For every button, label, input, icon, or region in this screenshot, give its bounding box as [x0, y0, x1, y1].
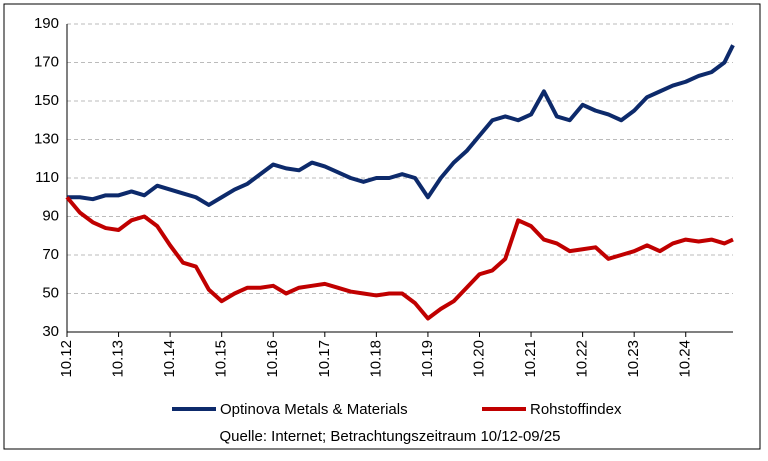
x-tick-label: 10.17 [316, 340, 333, 378]
x-tick-label: 10.16 [264, 340, 281, 378]
x-tick-label: 10.22 [574, 340, 591, 378]
x-tick-label: 10.14 [161, 340, 178, 378]
series-line [67, 44, 735, 207]
y-tick-label: 50 [42, 284, 59, 301]
x-tick-label: 10.15 [213, 340, 230, 378]
y-tick-label: 90 [42, 207, 59, 224]
y-tick-label: 150 [34, 92, 59, 109]
source: Quelle: Internet; Betrachtungszeitraum 1… [219, 428, 560, 445]
y-tick-label: 190 [34, 15, 59, 32]
y-tick-label: 70 [42, 246, 59, 263]
y-tick-label: 110 [35, 169, 59, 186]
y-tick-label: 170 [34, 53, 59, 70]
x-tick-label: 10.19 [419, 340, 436, 378]
series-line [65, 195, 734, 321]
legend-label: Rohstoffindex [530, 401, 622, 418]
x-tick-label: 10.20 [470, 340, 487, 378]
x-tick-label: 10.21 [522, 340, 539, 378]
frame [3, 3, 761, 450]
x-tick-label: 10.23 [625, 340, 642, 378]
y-tick-label: 30 [42, 323, 59, 340]
x-tick-label: 10.24 [677, 340, 694, 378]
x-tick-label: 10.12 [58, 340, 75, 378]
legend-label: Optinova Metals & Materials [220, 401, 408, 418]
x-tick-label: 10.13 [110, 340, 127, 378]
y-tick-label: 130 [34, 130, 59, 147]
x-tick-label: 10.18 [367, 340, 384, 378]
